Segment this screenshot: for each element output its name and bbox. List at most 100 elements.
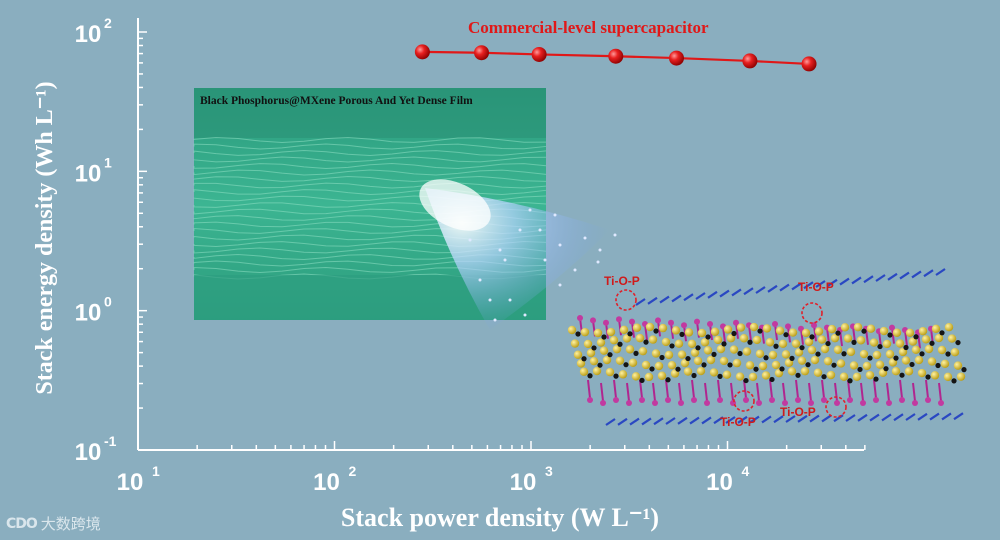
phosphorus-atom [628,358,638,367]
oxygen-atom [665,397,671,403]
phosphorus-atom [579,367,589,376]
film-layer [193,143,547,150]
mxene-sheet-segment [791,282,802,291]
mxene-sheet-segment [689,416,700,425]
phosphorus-atom [573,350,583,359]
mxene-sheet-segment [743,287,754,296]
carbon-atom [649,366,655,372]
phosphorus-atom [651,349,661,358]
film-layer [193,182,547,189]
phosphorus-atom [830,333,840,343]
phosphorus-atom [658,323,668,333]
phosphorus-atom [846,347,856,357]
phosphorus-atom [859,349,869,359]
oxygen-atom [603,319,609,326]
phosphorus-atom [618,370,628,379]
phosphorus-atom [775,326,785,335]
carbon-atom [731,330,737,337]
data-point [742,53,758,69]
mxene-sheet-segment [629,417,640,426]
carbon-atom [835,330,841,336]
mxene-sheet-segment [767,284,778,293]
phosphorus-atom [602,355,612,365]
sparkle [558,283,562,287]
oxygen-atom [678,400,684,406]
phosphorus-atom [768,350,778,360]
phosphorus-atom [690,348,700,357]
carbon-atom [705,334,711,340]
phosphorus-atom [693,356,703,366]
phosphorus-atom [781,350,791,359]
phosphorus-atom [882,339,892,349]
phosphorus-atom [804,337,814,347]
phosphorus-atom [788,328,798,337]
phosphorus-atom [736,323,746,332]
carbon-atom [665,377,671,383]
phosphorus-atom [671,326,681,335]
sparkle [553,213,557,217]
phosphorus-atom [589,356,599,366]
ti-o-bond [600,382,604,402]
phosphorus-atom [950,348,960,357]
carbon-atom [861,328,867,334]
phosphorus-atom [580,327,590,337]
phosphorus-atom [865,370,875,380]
light-beam [419,179,617,330]
phosphorus-atom [748,372,758,382]
mxene-sheet-segment [641,417,652,426]
mxene-sheet-segment [857,413,868,422]
carbon-atom [961,367,967,373]
bond-label: Ti-O-P [720,415,756,429]
phosphorus-atom [644,372,654,382]
ti-o-bond [847,379,851,399]
phosphorus-atom [947,334,957,343]
data-point [474,45,490,61]
phosphorus-atom [648,335,658,344]
carbon-atom [617,341,623,347]
mxene-sheet-segment [677,416,688,425]
carbon-atom [909,361,915,368]
mxene-sheet-segment [893,413,904,422]
oxygen-atom [847,397,853,403]
ti-o-bond [756,382,760,402]
carbon-atom [945,351,951,357]
oxygen-atom [704,400,710,406]
sparkle [538,228,542,232]
phosphorus-atom [645,322,655,332]
mxene-sheet-segment [905,413,916,421]
phosphorus-atom [937,345,947,355]
phosphorus-atom [801,328,811,338]
phosphorus-atom [927,357,937,366]
mxene-sheet-segment [617,417,628,426]
phosphorus-atom [791,339,801,348]
ti-o-bond [938,382,942,402]
phosphorus-atom [657,371,667,380]
data-point [668,50,684,66]
sparkle [558,243,562,247]
phosphorus-atom [814,327,824,336]
ti-o-bond [691,379,695,399]
sparkle [518,228,522,232]
y-tick-exponent: 2 [104,15,112,31]
carbon-atom [581,356,587,362]
film-layer [193,189,547,195]
y-tick-exponent: -1 [104,433,117,449]
data-point [801,56,817,72]
phosphorus-atom [722,370,732,379]
ti-o-bond [717,379,721,399]
ti-o-bond [652,382,656,402]
oxygen-atom [681,322,687,329]
sparkle [478,278,482,282]
sparkle [468,238,472,242]
phosphorus-atom [836,359,846,368]
phosphorus-atom [833,345,843,354]
carbon-atom [887,332,893,338]
y-tick-exponent: 1 [104,154,112,170]
carbon-atom [783,332,789,338]
carbon-atom [711,351,717,357]
oxygen-atom [938,400,944,406]
mxene-sheet-segment [713,416,724,425]
phosphorus-atom [943,372,953,382]
carbon-atom [873,376,879,382]
